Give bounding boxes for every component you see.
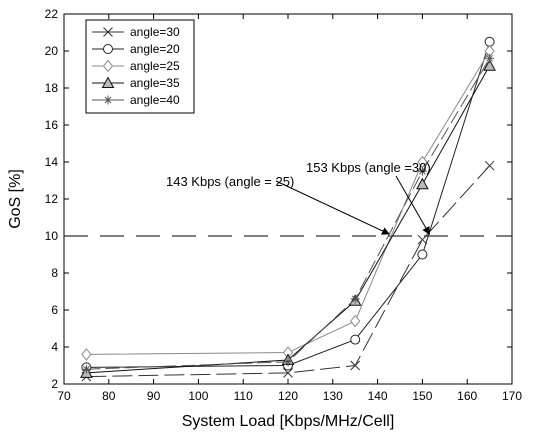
data-point-marker xyxy=(350,314,361,328)
y-axis-title: GoS [%] xyxy=(7,169,24,229)
y-tick-label: 8 xyxy=(51,266,58,280)
x-axis-title: System Load [Kbps/MHz/Cell] xyxy=(182,413,395,430)
x-tick-label: 110 xyxy=(234,389,253,403)
legend-marker xyxy=(102,59,114,73)
x-tick-label: 70 xyxy=(57,389,71,403)
y-tick-label: 20 xyxy=(45,44,59,58)
x-tick-label: 80 xyxy=(102,389,116,403)
x-tick-label: 120 xyxy=(278,389,298,403)
y-tick-label: 4 xyxy=(51,340,58,354)
data-point-marker xyxy=(417,249,428,260)
x-tick-label: 100 xyxy=(188,389,208,403)
plot-area: 70 80 90 100 110 120 130 140 150 160 170 2 4 6 8 10 12 14… xyxy=(7,7,522,430)
x-tick-label: 140 xyxy=(368,389,388,403)
data-point-marker xyxy=(350,360,361,371)
y-tick-label: 18 xyxy=(45,81,59,95)
x-tick-label: 150 xyxy=(412,389,432,403)
y-tick-label: 6 xyxy=(51,303,58,317)
data-point-marker xyxy=(417,234,428,245)
x-tick-label: 170 xyxy=(502,389,522,403)
legend-label: angle=40 xyxy=(130,93,180,107)
legend-marker xyxy=(101,76,115,88)
data-point-marker xyxy=(483,59,496,71)
data-point-marker xyxy=(81,364,91,374)
x-tick-label: 90 xyxy=(147,389,161,403)
data-point-marker xyxy=(350,334,361,345)
legend: angle=30 angle=20 angle=25 angle=35 angle=40 xyxy=(85,19,195,114)
data-point-marker xyxy=(283,368,293,378)
y-tick-label: 2 xyxy=(51,377,58,391)
data-point-marker xyxy=(283,357,293,367)
legend-label: angle=30 xyxy=(130,25,180,39)
series-line-angle-30 xyxy=(86,165,490,378)
data-point-marker xyxy=(417,166,427,176)
y-tick-label: 22 xyxy=(45,7,59,21)
x-tick-label: 160 xyxy=(457,389,477,403)
x-tick-label: 130 xyxy=(323,389,343,403)
y-tick-label: 14 xyxy=(45,155,59,169)
data-point-marker xyxy=(416,177,429,190)
legend-marker xyxy=(103,44,113,54)
data-point-marker xyxy=(485,53,495,63)
y-tick-label: 10 xyxy=(45,229,59,243)
data-point-marker xyxy=(350,294,360,304)
legend-marker xyxy=(103,95,113,105)
y-tick-label: 16 xyxy=(45,118,59,132)
annotation-143-kbps: 143 Kbps (angle = 25) xyxy=(166,174,294,189)
annotation-153-kbps: 153 Kbps (angle =30) xyxy=(306,160,431,175)
legend-label: angle=25 xyxy=(130,59,180,73)
y-tick-label: 12 xyxy=(45,192,59,206)
annotation-arrow-153 xyxy=(395,175,430,235)
data-point-marker xyxy=(484,160,495,171)
legend-label: angle=35 xyxy=(130,76,180,90)
legend-label: angle=20 xyxy=(130,42,180,56)
data-point-marker xyxy=(81,348,92,361)
annotation-arrow-143 xyxy=(275,180,390,235)
legend-marker xyxy=(103,27,113,37)
